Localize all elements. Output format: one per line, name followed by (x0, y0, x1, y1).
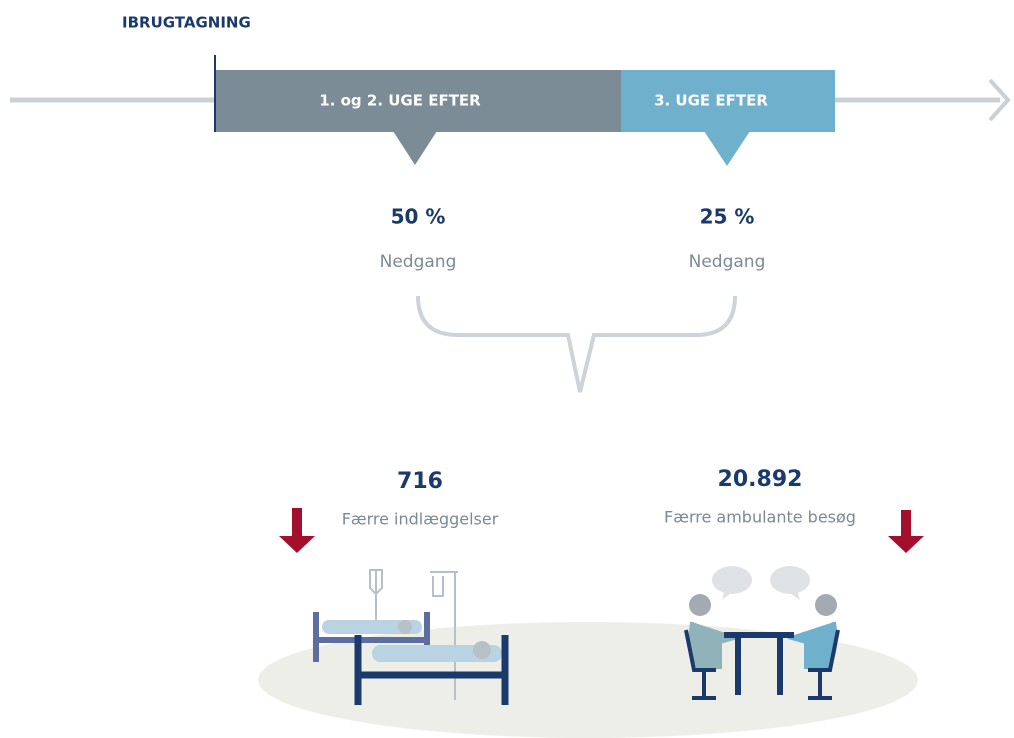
phase-value: 25 % (700, 205, 755, 229)
phase-label: 3. UGE EFTER (654, 92, 768, 110)
page: {"header": {"title": "IBRUGTAGNING"}, "t… (0, 0, 1014, 738)
header-title: IBRUGTAGNING (122, 14, 251, 32)
phase-pointer (704, 131, 750, 166)
result-value: 716 (397, 469, 443, 494)
infographic: IBRUGTAGNING 1. og 2. UGE EFTER 3. UGE E… (0, 0, 1014, 738)
phase-value: 50 % (391, 205, 446, 229)
result-value: 20.892 (718, 467, 803, 492)
phase-label: 1. og 2. UGE EFTER (319, 92, 481, 110)
result-caption: Færre indlæggelser (342, 510, 499, 529)
brace (418, 296, 735, 392)
result-caption: Færre ambulante besøg (664, 508, 856, 527)
phase-caption: Nedgang (689, 252, 766, 272)
phase-pointer (393, 131, 437, 165)
phase-caption: Nedgang (380, 252, 457, 272)
